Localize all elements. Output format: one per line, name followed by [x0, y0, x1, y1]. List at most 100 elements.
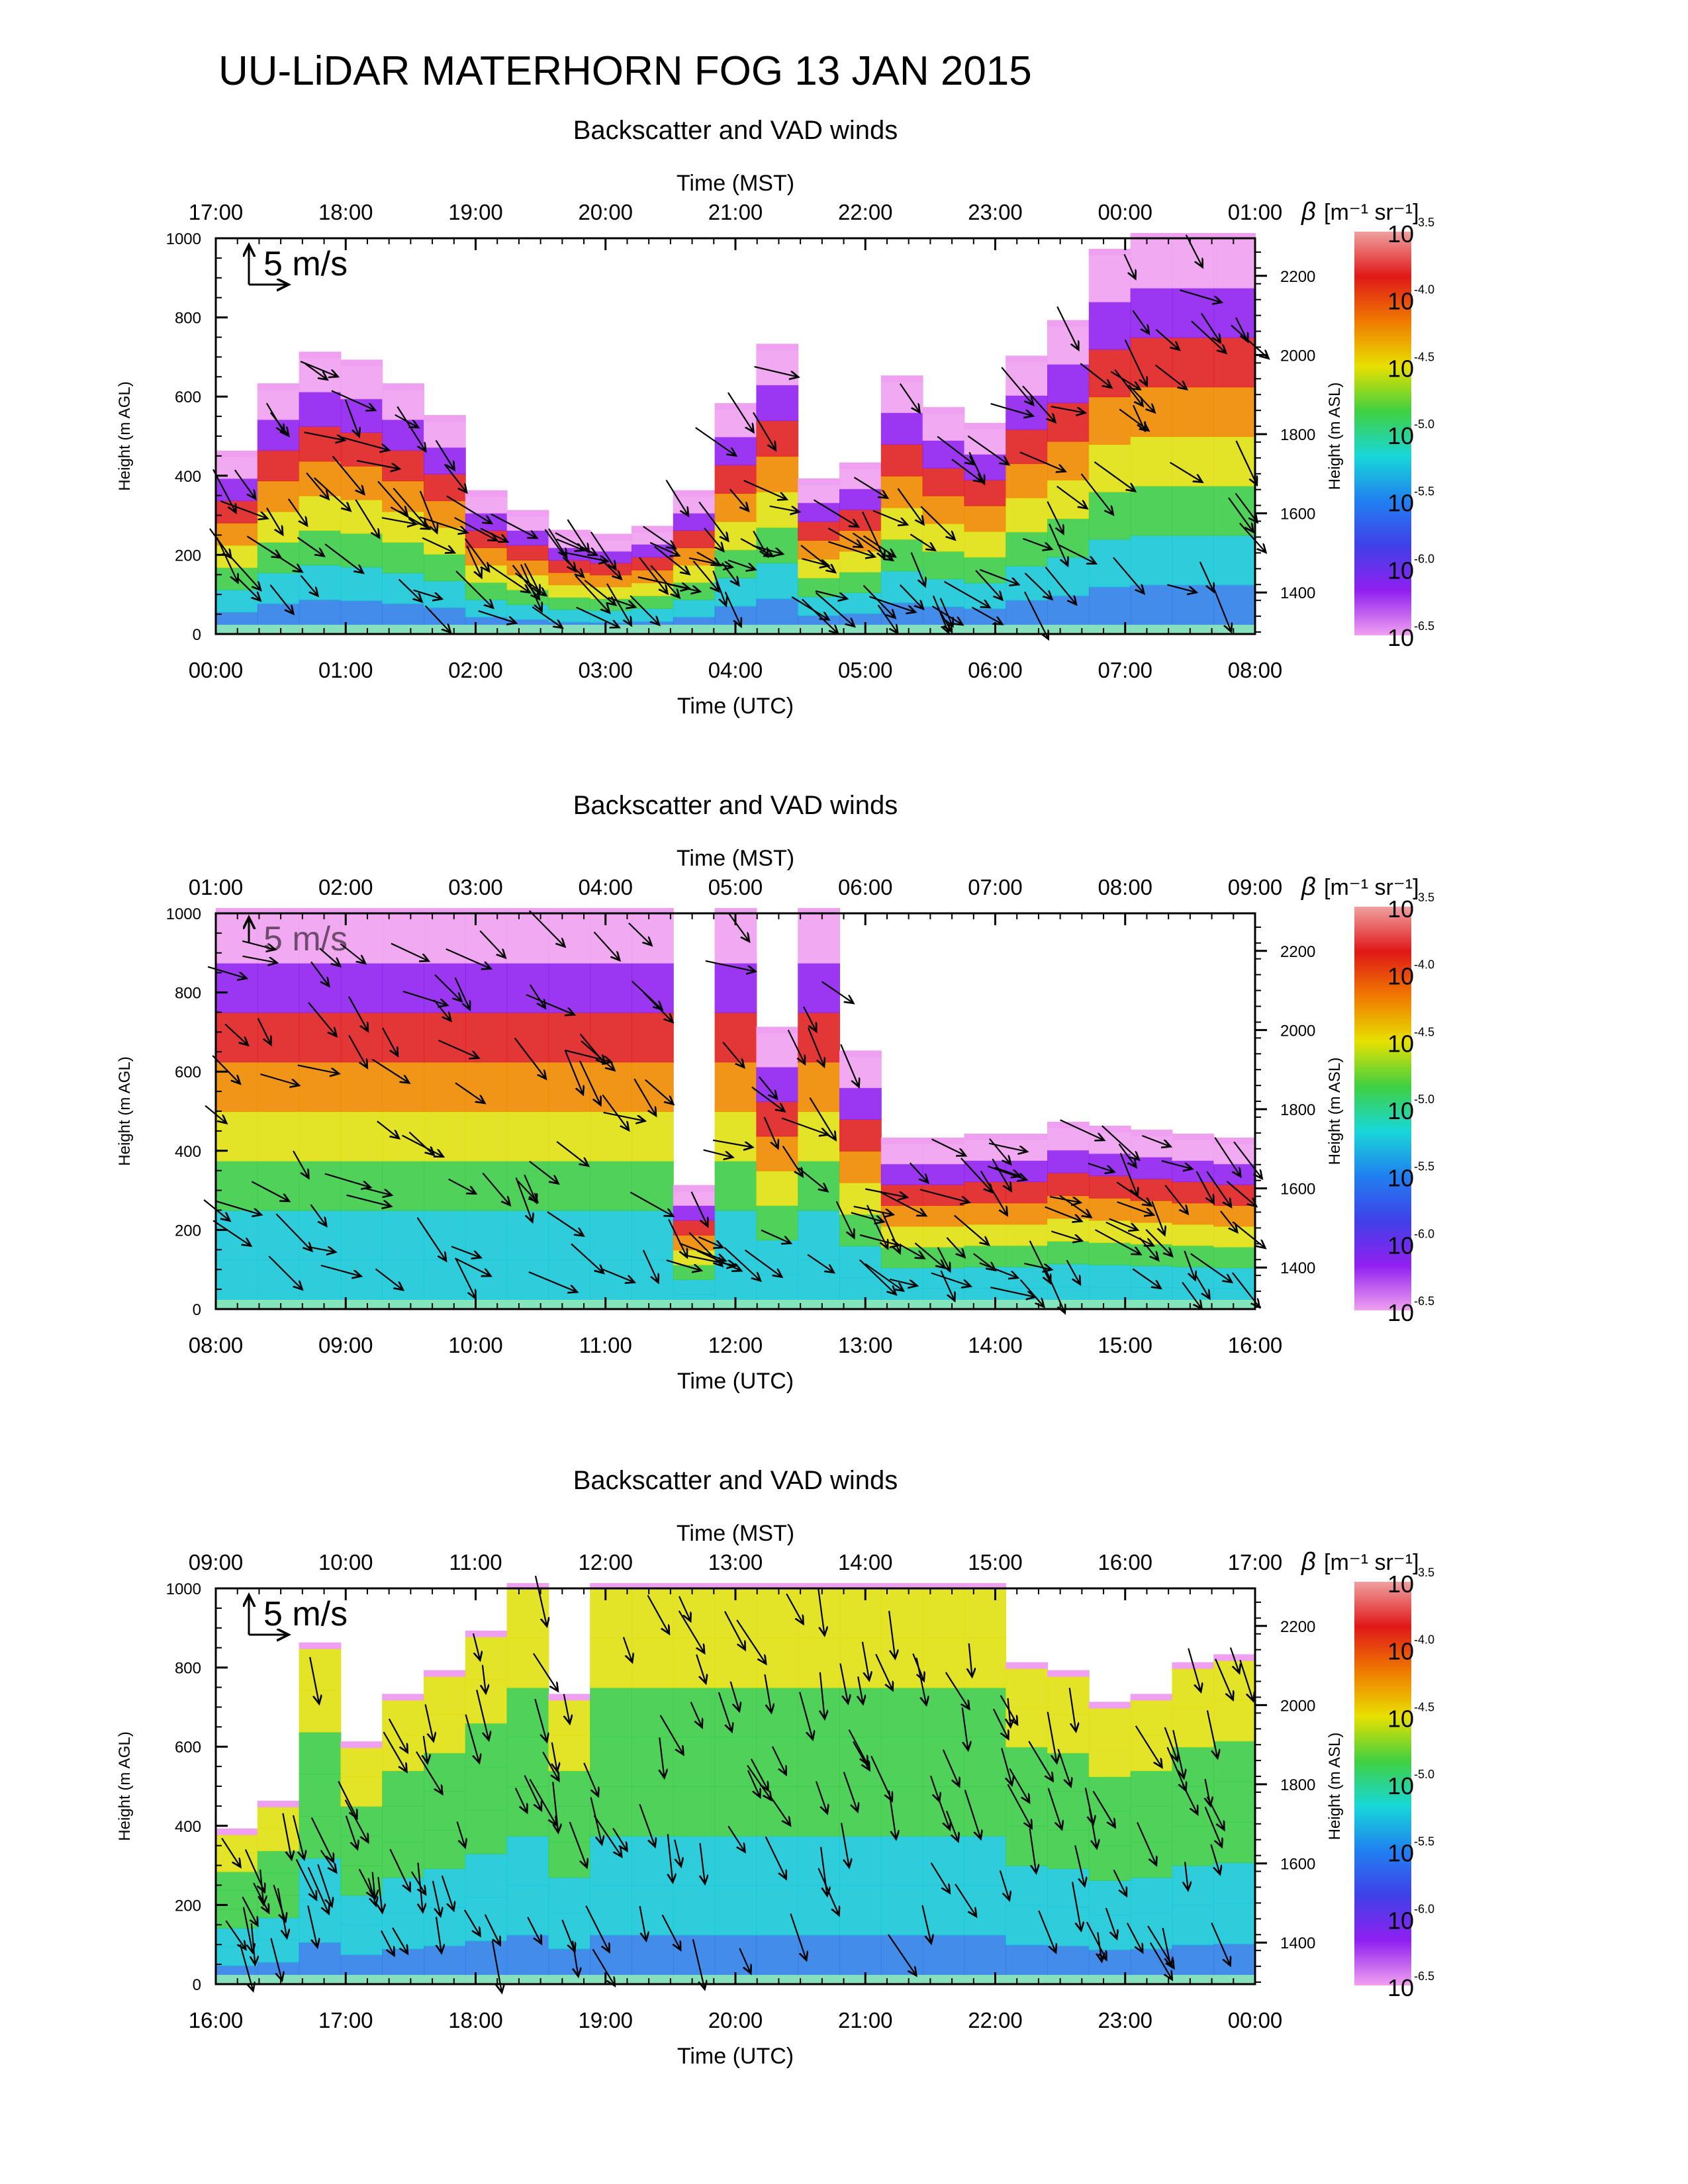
backscatter-cell — [299, 1160, 342, 1211]
wind-arrow — [1185, 1862, 1188, 1890]
scale-arrow: 5 m/s — [249, 917, 348, 958]
colorbar-tick-exponent: -4.5 — [1414, 1025, 1434, 1038]
backscatter-cell — [839, 1056, 882, 1089]
backscatter-cell — [1130, 1265, 1173, 1289]
wind-arrow — [389, 1848, 410, 1891]
backscatter-cell — [1006, 1662, 1048, 1669]
wind-arrow — [432, 1880, 441, 1916]
wind-arrow — [1235, 492, 1258, 523]
y2-tick-label: 1600 — [1280, 1181, 1315, 1199]
y-tick-label: 1000 — [166, 230, 201, 248]
wind-arrow — [413, 589, 442, 599]
wind-arrow — [1200, 312, 1221, 342]
backscatter-cell — [1130, 238, 1173, 289]
wind-arrow — [835, 1201, 855, 1238]
wind-arrow — [1024, 572, 1053, 599]
wind-arrow — [1105, 1221, 1154, 1246]
wind-arrow — [1154, 364, 1187, 390]
wind-arrow — [371, 1058, 409, 1083]
backscatter-cell — [756, 385, 799, 422]
colorbar-tick-exponent: -6.5 — [1414, 1970, 1434, 1983]
wind-arrow — [446, 495, 492, 523]
scale-arrow: 5 m/s — [249, 1595, 348, 1635]
backscatter-cell — [714, 1835, 757, 1886]
backscatter-cell — [798, 1637, 840, 1688]
colorbar-tick-base: 10 — [1387, 963, 1414, 990]
wind-arrow — [645, 1079, 673, 1105]
wind-arrow — [297, 537, 324, 556]
wind-arrow — [703, 1149, 733, 1158]
scale-arrow: 5 m/s — [249, 245, 348, 285]
backscatter-cell — [465, 1897, 508, 1942]
top-tick-label: 07:00 — [968, 875, 1023, 899]
wind-arrow — [712, 1139, 753, 1148]
wind-arrow — [216, 537, 238, 582]
backscatter-cell — [839, 467, 882, 490]
wind-arrow — [433, 999, 451, 1021]
backscatter-cell — [590, 586, 632, 600]
x-tick-label: 06:00 — [968, 658, 1023, 682]
backscatter-cell — [839, 1786, 882, 1837]
backscatter-cell — [673, 1185, 716, 1192]
backscatter-cell — [964, 1885, 1007, 1936]
wind-arrow — [391, 942, 429, 962]
colorbar: β [m⁻¹ sr⁻¹]10 -3.510 -4.010 -4.510 -5.010 -5.… — [1301, 198, 1434, 651]
backscatter-cell — [1172, 436, 1215, 486]
colorbar-tick-exponent: -4.0 — [1414, 958, 1434, 972]
backscatter-cell — [548, 1735, 591, 1772]
wind-arrow — [438, 1039, 479, 1058]
backscatter-cell — [465, 582, 508, 600]
wind-arrow — [1194, 1273, 1210, 1298]
backscatter-cell — [590, 1062, 632, 1113]
wind-arrow — [863, 584, 896, 618]
backscatter-cell — [1130, 436, 1173, 486]
wind-arrow — [269, 412, 289, 436]
colorbar-tick-label: 10 -4.0 — [1387, 958, 1434, 990]
backscatter-cell — [424, 1012, 466, 1063]
backscatter-cell — [1130, 1200, 1173, 1223]
y-tick-label: 800 — [175, 1660, 201, 1678]
wind-arrow — [679, 1242, 726, 1261]
backscatter-cell — [756, 1170, 799, 1206]
wind-arrow — [809, 1097, 836, 1140]
backscatter-cell — [673, 1220, 716, 1236]
wind-arrow — [212, 1055, 240, 1084]
backscatter-cell — [548, 1111, 591, 1161]
backscatter-cell — [1172, 1905, 1215, 1946]
wind-arrow — [639, 557, 667, 594]
wind-arrow — [1047, 1788, 1062, 1829]
backscatter-cell — [257, 962, 300, 1013]
backscatter-cell — [880, 444, 923, 477]
backscatter-cell — [548, 908, 591, 915]
colorbar-tick-base: 10 — [1387, 1840, 1414, 1867]
wind-arrow — [967, 435, 1008, 465]
colorbar-title-symbol: β — [1301, 198, 1316, 226]
y-axis-label: Height (m AGL) — [116, 381, 134, 490]
backscatter-cell — [424, 1791, 466, 1831]
wind-arrow — [455, 1082, 485, 1103]
backscatter-cell — [506, 1687, 549, 1738]
backscatter-cell — [299, 495, 342, 531]
wind-arrow — [252, 1923, 256, 1964]
top-tick-label: 16:00 — [1098, 1550, 1152, 1574]
backscatter-cell — [839, 1150, 882, 1183]
wind-arrow — [954, 1214, 989, 1246]
x-tick-label: 02:00 — [448, 658, 503, 682]
wind-arrow — [790, 1913, 806, 1960]
y-axis-label: Height (m AGL) — [116, 1731, 134, 1841]
wind-arrow — [1019, 1279, 1045, 1307]
colorbar-tick-base: 10 — [1387, 220, 1414, 248]
wind-arrow — [600, 1267, 635, 1283]
wind-arrow — [534, 1698, 547, 1742]
backscatter-cell — [714, 1160, 757, 1211]
backscatter-cell — [465, 1853, 508, 1898]
wind-arrow — [1220, 1210, 1237, 1232]
wind-arrow — [910, 533, 935, 550]
backscatter-cell — [465, 1062, 508, 1113]
colorbar-tick-label: 10 -4.5 — [1387, 350, 1434, 382]
backscatter-cell — [1172, 238, 1215, 289]
wind-arrow — [649, 541, 679, 556]
backscatter-cell — [1172, 1266, 1215, 1289]
wind-arrow — [402, 1134, 444, 1157]
top-axis-label: Time (MST) — [677, 171, 794, 196]
